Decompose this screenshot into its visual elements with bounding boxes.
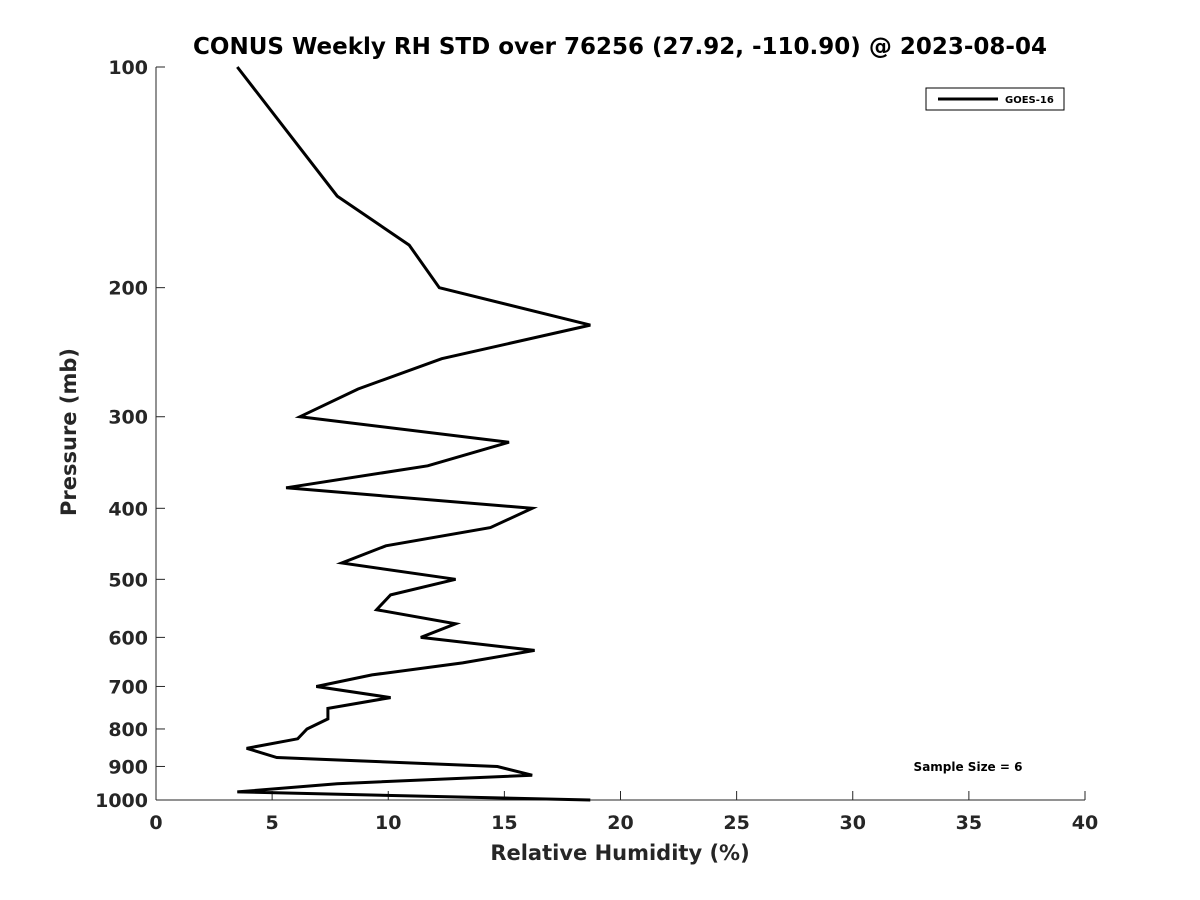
x-axis-label: Relative Humidity (%): [490, 841, 749, 865]
chart-title: CONUS Weekly RH STD over 76256 (27.92, -…: [193, 34, 1047, 60]
x-tick-label-30: 30: [840, 812, 866, 834]
y-tick-label-200: 200: [108, 278, 148, 300]
x-tick-label-25: 25: [723, 812, 749, 834]
legend-label-goes-16: GOES-16: [1005, 95, 1054, 106]
plot-area: 0 5 10 15 20 25 30 35 40 100 200 300 400 500 600 700 800…: [95, 57, 1098, 834]
y-tick-label-700: 700: [108, 676, 148, 698]
sample-size-annotation: Sample Size = 6: [914, 760, 1023, 774]
legend: GOES-16: [925, 87, 1065, 111]
y-tick-label-300: 300: [108, 407, 148, 429]
y-tick-label-1000: 1000: [95, 790, 148, 812]
x-tick-label-10: 10: [375, 812, 401, 834]
x-tick-label-35: 35: [956, 812, 982, 834]
y-tick-label-600: 600: [108, 627, 148, 649]
x-tick-label-40: 40: [1072, 812, 1098, 834]
x-tick-label-0: 0: [149, 812, 162, 834]
x-tick-label-5: 5: [266, 812, 279, 834]
y-tick-label-800: 800: [108, 719, 148, 741]
y-tick-label-400: 400: [108, 498, 148, 520]
x-tick-label-15: 15: [491, 812, 517, 834]
x-tick-label-20: 20: [607, 812, 633, 834]
y-tick-label-100: 100: [108, 57, 148, 79]
y-axis-label: Pressure (mb): [57, 348, 81, 516]
y-tick-label-500: 500: [108, 569, 148, 591]
series-line-goes-16: [236, 66, 591, 802]
y-tick-label-900: 900: [108, 756, 148, 778]
